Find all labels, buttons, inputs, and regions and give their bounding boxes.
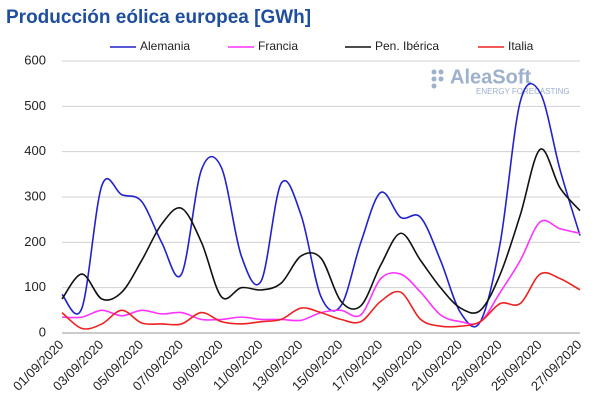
y-tick-label: 500	[24, 98, 46, 113]
series-line	[61, 271, 581, 330]
series-line	[61, 148, 581, 314]
y-tick-label: 400	[24, 143, 46, 158]
legend-label: Italia	[508, 39, 534, 53]
y-tick-label: 100	[24, 279, 46, 294]
logo-dots	[431, 69, 444, 89]
y-tick-label: 0	[39, 324, 46, 339]
legend-label: Pen. Ibérica	[375, 39, 439, 53]
y-tick-label: 600	[24, 52, 46, 67]
legend-label: Alemania	[140, 39, 190, 53]
chart-title: Producción eólica europea [GWh]	[6, 7, 311, 28]
legend-label: Francia	[258, 39, 298, 53]
y-tick-label: 300	[24, 188, 46, 203]
y-tick-label: 200	[24, 234, 46, 249]
series-line	[61, 219, 581, 325]
series-line	[61, 82, 581, 328]
logo-name: AleaSoft	[450, 66, 531, 88]
